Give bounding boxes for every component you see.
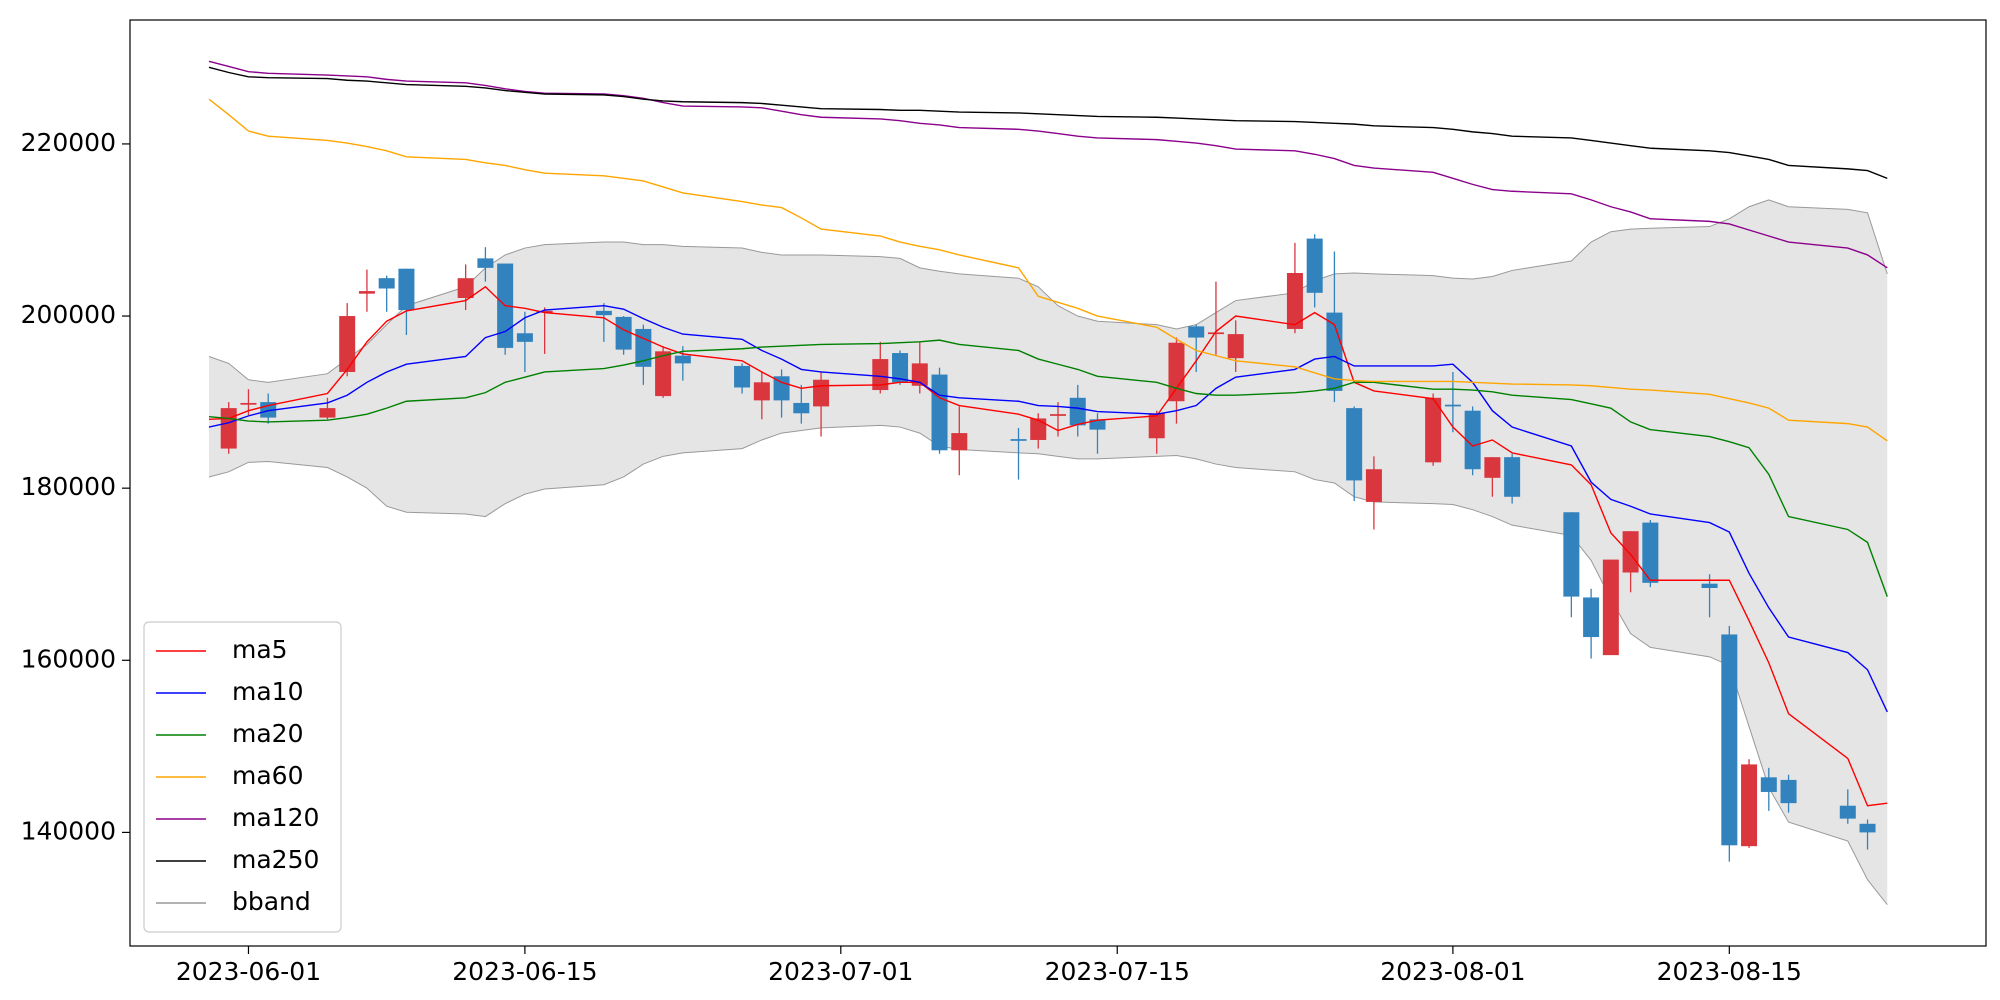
- legend-label: ma5: [232, 635, 288, 664]
- candle-body: [674, 355, 691, 364]
- candle-body: [1030, 418, 1047, 440]
- x-tick-label: 2023-07-01: [768, 957, 913, 986]
- legend-label: ma120: [232, 803, 319, 832]
- plot-area: [208, 60, 1888, 906]
- ma-line: [208, 60, 1888, 269]
- candle-body: [1326, 312, 1343, 391]
- y-tick-label: 220000: [21, 128, 116, 157]
- candle-body: [319, 408, 336, 418]
- candle-body: [1602, 559, 1619, 656]
- ma-line: [208, 339, 1888, 597]
- axes-frame: [129, 19, 1987, 947]
- candle-body: [339, 316, 356, 372]
- candle-body: [358, 291, 375, 294]
- candle-body: [1583, 597, 1600, 638]
- candle-body: [1444, 404, 1461, 407]
- candle-body: [1760, 777, 1777, 792]
- candle-body: [1464, 410, 1481, 470]
- candle-body: [1286, 273, 1303, 329]
- x-tick-label: 2023-08-01: [1380, 957, 1525, 986]
- candle-body: [1859, 823, 1876, 833]
- candle-body: [1089, 419, 1106, 430]
- candle-body: [813, 379, 830, 407]
- candle-body: [1622, 531, 1639, 573]
- candle-body: [635, 328, 652, 367]
- legend-label: ma60: [232, 761, 303, 790]
- candle-body: [516, 333, 533, 342]
- candle-body: [536, 310, 553, 313]
- candle-body: [1010, 439, 1027, 441]
- x-tick-label: 2023-08-15: [1657, 957, 1802, 986]
- candle-body: [1839, 805, 1856, 819]
- candle-body: [1050, 414, 1066, 416]
- y-tick-label: 200000: [21, 300, 116, 329]
- ma-line: [208, 285, 1888, 807]
- candle-body: [892, 353, 909, 383]
- x-tick-label: 2023-07-15: [1045, 957, 1190, 986]
- x-tick-label: 2023-06-15: [452, 957, 597, 986]
- y-tick-label: 140000: [21, 816, 116, 845]
- candle-body: [240, 402, 257, 405]
- candle-body: [1346, 408, 1363, 481]
- candle-body: [1701, 583, 1718, 588]
- candle-body: [1148, 413, 1165, 439]
- candle-body: [951, 433, 968, 451]
- candle-body: [734, 365, 751, 388]
- candle-body: [457, 278, 474, 298]
- candle-body: [220, 408, 237, 449]
- candle-body: [1780, 779, 1797, 804]
- candle-body: [1188, 326, 1205, 338]
- candle-body: [1642, 522, 1659, 583]
- legend-label: ma20: [232, 719, 303, 748]
- candle-body: [1721, 634, 1738, 846]
- candle-body: [1207, 332, 1224, 335]
- candle-body: [793, 402, 810, 414]
- candle-body: [1069, 397, 1086, 426]
- legend-label: bband: [232, 887, 311, 916]
- ma-line: [208, 98, 1888, 442]
- candle-body: [398, 268, 415, 311]
- ma-line: [208, 305, 1888, 713]
- y-tick-label: 180000: [21, 472, 116, 501]
- candle-body: [655, 351, 672, 397]
- candle-body: [1484, 457, 1501, 478]
- legend-label: ma250: [232, 845, 319, 874]
- candle-body: [911, 363, 928, 386]
- legend-label: ma10: [232, 677, 303, 706]
- candle-body: [1168, 342, 1185, 402]
- candle-body: [872, 359, 889, 391]
- candle-body: [1563, 512, 1580, 597]
- candle-body: [477, 258, 494, 268]
- bband-fill: [208, 199, 1888, 905]
- candle-body: [773, 376, 790, 401]
- candle-body: [1741, 764, 1758, 847]
- candle-body: [1425, 397, 1442, 463]
- candle-body: [753, 382, 770, 401]
- candle-body: [615, 316, 632, 350]
- ma-line: [208, 66, 1888, 180]
- candle-body: [1306, 238, 1323, 293]
- candle-body: [1365, 469, 1382, 502]
- y-tick-label: 160000: [21, 644, 116, 673]
- candle-body: [595, 310, 612, 316]
- candle-body: [1227, 334, 1244, 359]
- legend-box: [143, 621, 342, 933]
- candle-body: [378, 278, 395, 289]
- candle-body: [931, 374, 948, 451]
- candle-body: [1504, 457, 1521, 497]
- x-tick-label: 2023-06-01: [176, 957, 321, 986]
